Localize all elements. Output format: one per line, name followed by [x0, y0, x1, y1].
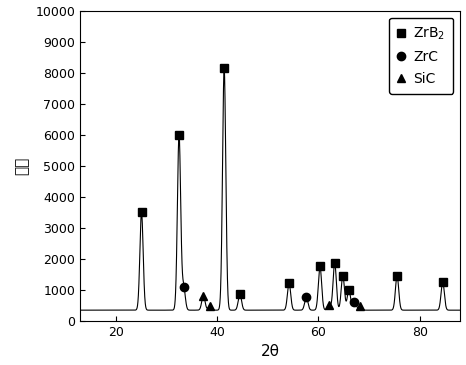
Y-axis label: 强度: 强度	[15, 157, 30, 175]
Legend: ZrB$_2$, ZrC, SiC: ZrB$_2$, ZrC, SiC	[390, 18, 453, 94]
X-axis label: 2θ: 2θ	[261, 345, 280, 360]
